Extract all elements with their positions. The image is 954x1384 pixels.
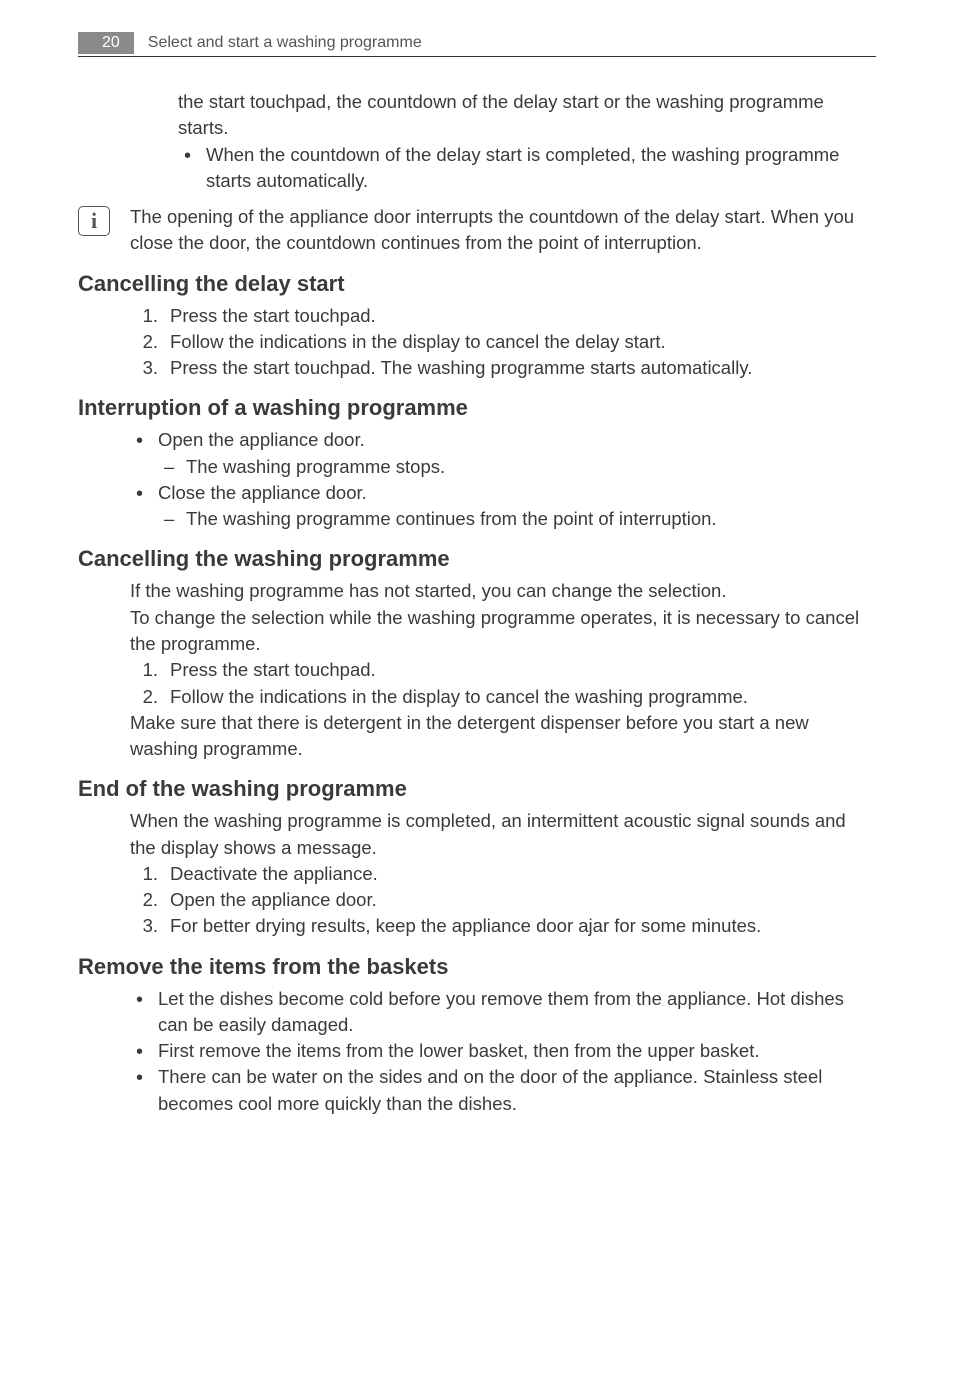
intro-bullet: When the countdown of the delay start is… <box>178 142 876 195</box>
section-title-interruption: Interruption of a washing programme <box>78 395 876 421</box>
intro-block: the start touchpad, the countdown of the… <box>178 89 876 194</box>
list-item: First remove the items from the lower ba… <box>130 1038 876 1064</box>
section-title-cancel-delay: Cancelling the delay start <box>78 271 876 297</box>
info-icon <box>78 206 110 236</box>
list-item: Let the dishes become cold before you re… <box>130 986 876 1039</box>
end-wash-p1: When the washing programme is completed,… <box>130 808 876 861</box>
interruption-list: Open the appliance door. <box>130 427 876 453</box>
header-title: Select and start a washing programme <box>148 34 422 52</box>
step-text: Press the start touchpad. <box>170 305 376 326</box>
list-sub-item: The washing programme stops. <box>158 454 876 480</box>
section-title-remove-items: Remove the items from the baskets <box>78 954 876 980</box>
intro-continuation-text: the start touchpad, the countdown of the… <box>178 89 876 142</box>
step-text: Press the start touchpad. The washing pr… <box>170 357 752 378</box>
section-title-cancel-wash: Cancelling the washing programme <box>78 546 876 572</box>
list-item: 3.For better drying results, keep the ap… <box>130 913 876 939</box>
list-sub-item: The washing programme continues from the… <box>158 506 876 532</box>
end-wash-steps: 1.Deactivate the appliance. 2.Open the a… <box>130 861 876 940</box>
cancel-wash-p1: If the washing programme has not started… <box>130 578 876 604</box>
list-item: Open the appliance door. <box>130 427 876 453</box>
page-header: 20 Select and start a washing programme <box>78 32 876 57</box>
list-item: 2.Open the appliance door. <box>130 887 876 913</box>
info-note-text: The opening of the appliance door interr… <box>130 204 876 257</box>
step-text: Deactivate the appliance. <box>170 863 378 884</box>
list-item: 1.Deactivate the appliance. <box>130 861 876 887</box>
remove-items-list: Let the dishes become cold before you re… <box>130 986 876 1117</box>
list-item: Close the appliance door. <box>130 480 876 506</box>
cancel-delay-steps: 1.Press the start touchpad. 2.Follow the… <box>130 303 876 382</box>
page-content: the start touchpad, the countdown of the… <box>78 89 876 1117</box>
list-item: 2.Follow the indications in the display … <box>130 684 876 710</box>
list-item: 3.Press the start touchpad. The washing … <box>130 355 876 381</box>
list-item: 2.Follow the indications in the display … <box>130 329 876 355</box>
step-text: Open the appliance door. <box>170 889 377 910</box>
cancel-wash-p3: Make sure that there is detergent in the… <box>130 710 876 763</box>
info-note-row: The opening of the appliance door interr… <box>78 204 876 257</box>
cancel-wash-steps: 1.Press the start touchpad. 2.Follow the… <box>130 657 876 710</box>
list-item: There can be water on the sides and on t… <box>130 1064 876 1117</box>
section-title-end-wash: End of the washing programme <box>78 776 876 802</box>
step-text: Follow the indications in the display to… <box>170 686 748 707</box>
list-item: 1.Press the start touchpad. <box>130 303 876 329</box>
step-text: For better drying results, keep the appl… <box>170 915 761 936</box>
info-icon-wrap <box>78 204 130 257</box>
step-text: Press the start touchpad. <box>170 659 376 680</box>
page-number: 20 <box>78 32 134 54</box>
step-text: Follow the indications in the display to… <box>170 331 666 352</box>
list-item: 1.Press the start touchpad. <box>130 657 876 683</box>
cancel-wash-p2: To change the selection while the washin… <box>130 605 876 658</box>
